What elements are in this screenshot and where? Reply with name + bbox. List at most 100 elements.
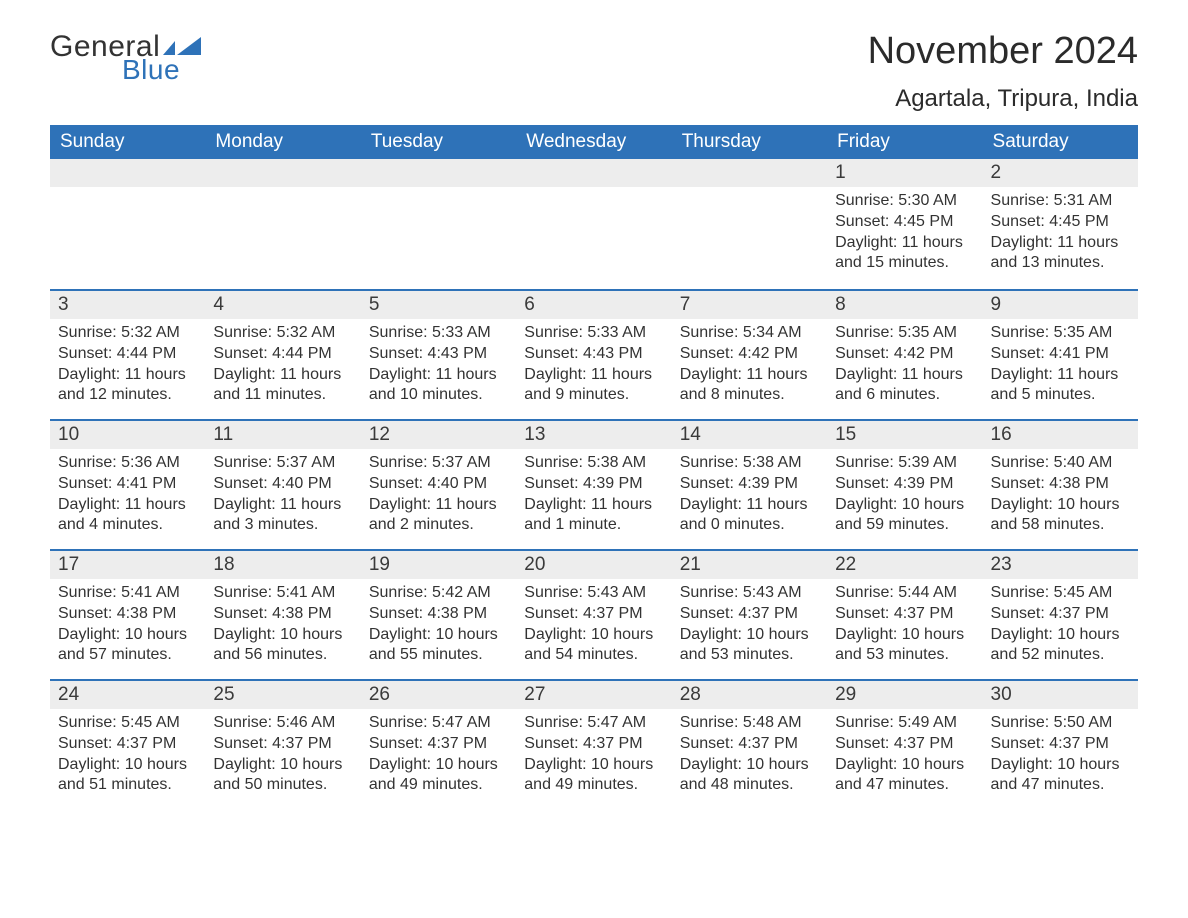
- calendar-cell: 13Sunrise: 5:38 AMSunset: 4:39 PMDayligh…: [516, 419, 671, 549]
- sunrise-text: Sunrise: 5:45 AM: [58, 713, 197, 734]
- calendar-cell: 25Sunrise: 5:46 AMSunset: 4:37 PMDayligh…: [205, 679, 360, 809]
- calendar-cell: 17 Sunrise: 5:41 AMSunset: 4:38 PMDayligh…: [50, 549, 205, 679]
- sunset-text: Sunset: 4:41 PM: [991, 344, 1130, 365]
- sunset-text: Sunset: 4:40 PM: [213, 474, 352, 495]
- day-number: 23: [983, 549, 1138, 579]
- day-details: Sunrise: 5:38 AMSunset: 4:39 PMDaylight:…: [672, 449, 827, 544]
- calendar-cell: 22Sunrise: 5:44 AMSunset: 4:37 PMDayligh…: [827, 549, 982, 679]
- calendar-cell: 2Sunrise: 5:31 AMSunset: 4:45 PMDaylight…: [983, 159, 1138, 289]
- sunrise-text: Sunrise: 5:32 AM: [213, 323, 352, 344]
- sunset-text: Sunset: 4:45 PM: [991, 212, 1130, 233]
- calendar-cell: 6Sunrise: 5:33 AMSunset: 4:43 PMDaylight…: [516, 289, 671, 419]
- daylight-text: Daylight: 10 hours and 59 minutes.: [835, 495, 974, 537]
- sunrise-text: Sunrise: 5:41 AM: [58, 583, 197, 604]
- weekday-header: Monday: [205, 125, 360, 159]
- sunset-text: Sunset: 4:42 PM: [680, 344, 819, 365]
- header-row: General Blue November 2024 Agartala, Tri…: [50, 30, 1138, 123]
- calendar-table: Sunday Monday Tuesday Wednesday Thursday…: [50, 125, 1138, 809]
- weekday-header: Wednesday: [516, 125, 671, 159]
- day-number: 28: [672, 679, 827, 709]
- daylight-text: Daylight: 10 hours and 49 minutes.: [524, 755, 663, 797]
- sunset-text: Sunset: 4:43 PM: [524, 344, 663, 365]
- day-number: 8: [827, 289, 982, 319]
- sunset-text: Sunset: 4:43 PM: [369, 344, 508, 365]
- daylight-text: Daylight: 11 hours and 13 minutes.: [991, 233, 1130, 275]
- weekday-header: Tuesday: [361, 125, 516, 159]
- sunset-text: Sunset: 4:38 PM: [58, 604, 197, 625]
- calendar-cell: [516, 159, 671, 289]
- daylight-text: Daylight: 10 hours and 48 minutes.: [680, 755, 819, 797]
- sunrise-text: Sunrise: 5:43 AM: [524, 583, 663, 604]
- calendar-cell: 18Sunrise: 5:41 AMSunset: 4:38 PMDayligh…: [205, 549, 360, 679]
- calendar-cell: [361, 159, 516, 289]
- daylight-text: Daylight: 11 hours and 0 minutes.: [680, 495, 819, 537]
- calendar-cell: 4Sunrise: 5:32 AMSunset: 4:44 PMDaylight…: [205, 289, 360, 419]
- sunrise-text: Sunrise: 5:31 AM: [991, 191, 1130, 212]
- day-number: 29: [827, 679, 982, 709]
- sunrise-text: Sunrise: 5:35 AM: [835, 323, 974, 344]
- calendar-cell: 3Sunrise: 5:32 AMSunset: 4:44 PMDaylight…: [50, 289, 205, 419]
- month-title: November 2024: [868, 30, 1138, 73]
- day-details: Sunrise: 5:44 AMSunset: 4:37 PMDaylight:…: [827, 579, 982, 674]
- sunrise-text: Sunrise: 5:48 AM: [680, 713, 819, 734]
- calendar-cell: 23Sunrise: 5:45 AMSunset: 4:37 PMDayligh…: [983, 549, 1138, 679]
- daylight-text: Daylight: 11 hours and 10 minutes.: [369, 365, 508, 407]
- day-number: 17: [50, 549, 205, 579]
- calendar-cell: 14Sunrise: 5:38 AMSunset: 4:39 PMDayligh…: [672, 419, 827, 549]
- sunset-text: Sunset: 4:45 PM: [835, 212, 974, 233]
- daynum-bar-empty: [50, 159, 205, 187]
- day-number: 3: [50, 289, 205, 319]
- day-details: Sunrise: 5:47 AMSunset: 4:37 PMDaylight:…: [361, 709, 516, 804]
- sunrise-text: Sunrise: 5:41 AM: [213, 583, 352, 604]
- sunset-text: Sunset: 4:37 PM: [369, 734, 508, 755]
- logo-text-blue: Blue: [122, 54, 180, 86]
- weekday-header: Sunday: [50, 125, 205, 159]
- daylight-text: Daylight: 10 hours and 53 minutes.: [680, 625, 819, 667]
- daylight-text: Daylight: 11 hours and 1 minute.: [524, 495, 663, 537]
- daylight-text: Daylight: 10 hours and 57 minutes.: [58, 625, 197, 667]
- day-details: Sunrise: 5:31 AMSunset: 4:45 PMDaylight:…: [983, 187, 1138, 282]
- sunrise-text: Sunrise: 5:38 AM: [524, 453, 663, 474]
- day-number: 18: [205, 549, 360, 579]
- day-number: 12: [361, 419, 516, 449]
- day-details: Sunrise: 5:32 AMSunset: 4:44 PMDaylight:…: [205, 319, 360, 414]
- calendar-cell: 5Sunrise: 5:33 AMSunset: 4:43 PMDaylight…: [361, 289, 516, 419]
- sunset-text: Sunset: 4:37 PM: [680, 734, 819, 755]
- day-details: Sunrise: 5:41 AMSunset: 4:38 PMDaylight:…: [205, 579, 360, 674]
- daylight-text: Daylight: 10 hours and 51 minutes.: [58, 755, 197, 797]
- calendar-week-row: 1Sunrise: 5:30 AMSunset: 4:45 PMDaylight…: [50, 159, 1138, 289]
- day-number: 21: [672, 549, 827, 579]
- sunset-text: Sunset: 4:41 PM: [58, 474, 197, 495]
- sunrise-text: Sunrise: 5:45 AM: [991, 583, 1130, 604]
- daynum-bar-empty: [205, 159, 360, 187]
- calendar-week-row: 10Sunrise: 5:36 AMSunset: 4:41 PMDayligh…: [50, 419, 1138, 549]
- daylight-text: Daylight: 10 hours and 53 minutes.: [835, 625, 974, 667]
- day-number: 15: [827, 419, 982, 449]
- calendar-cell: 12Sunrise: 5:37 AMSunset: 4:40 PMDayligh…: [361, 419, 516, 549]
- daynum-bar-empty: [516, 159, 671, 187]
- day-number: 20: [516, 549, 671, 579]
- day-details: Sunrise: 5:33 AMSunset: 4:43 PMDaylight:…: [516, 319, 671, 414]
- sunset-text: Sunset: 4:37 PM: [991, 734, 1130, 755]
- daylight-text: Daylight: 11 hours and 5 minutes.: [991, 365, 1130, 407]
- day-details: Sunrise: 5:34 AMSunset: 4:42 PMDaylight:…: [672, 319, 827, 414]
- calendar-cell: 7Sunrise: 5:34 AMSunset: 4:42 PMDaylight…: [672, 289, 827, 419]
- sunrise-text: Sunrise: 5:36 AM: [58, 453, 197, 474]
- calendar-cell: 20Sunrise: 5:43 AMSunset: 4:37 PMDayligh…: [516, 549, 671, 679]
- daylight-text: Daylight: 10 hours and 55 minutes.: [369, 625, 508, 667]
- day-details: Sunrise: 5:32 AMSunset: 4:44 PMDaylight:…: [50, 319, 205, 414]
- day-details: Sunrise: 5:33 AMSunset: 4:43 PMDaylight:…: [361, 319, 516, 414]
- sunrise-text: Sunrise: 5:32 AM: [58, 323, 197, 344]
- day-details: Sunrise: 5:49 AMSunset: 4:37 PMDaylight:…: [827, 709, 982, 804]
- calendar-cell: 8Sunrise: 5:35 AMSunset: 4:42 PMDaylight…: [827, 289, 982, 419]
- day-details: Sunrise: 5:40 AMSunset: 4:38 PMDaylight:…: [983, 449, 1138, 544]
- calendar-cell: 1Sunrise: 5:30 AMSunset: 4:45 PMDaylight…: [827, 159, 982, 289]
- day-details: Sunrise: 5:45 AMSunset: 4:37 PMDaylight:…: [50, 709, 205, 804]
- sunrise-text: Sunrise: 5:33 AM: [369, 323, 508, 344]
- day-details: Sunrise: 5:35 AMSunset: 4:42 PMDaylight:…: [827, 319, 982, 414]
- daylight-text: Daylight: 10 hours and 47 minutes.: [835, 755, 974, 797]
- daylight-text: Daylight: 11 hours and 15 minutes.: [835, 233, 974, 275]
- sunset-text: Sunset: 4:39 PM: [524, 474, 663, 495]
- daylight-text: Daylight: 11 hours and 9 minutes.: [524, 365, 663, 407]
- sunset-text: Sunset: 4:37 PM: [991, 604, 1130, 625]
